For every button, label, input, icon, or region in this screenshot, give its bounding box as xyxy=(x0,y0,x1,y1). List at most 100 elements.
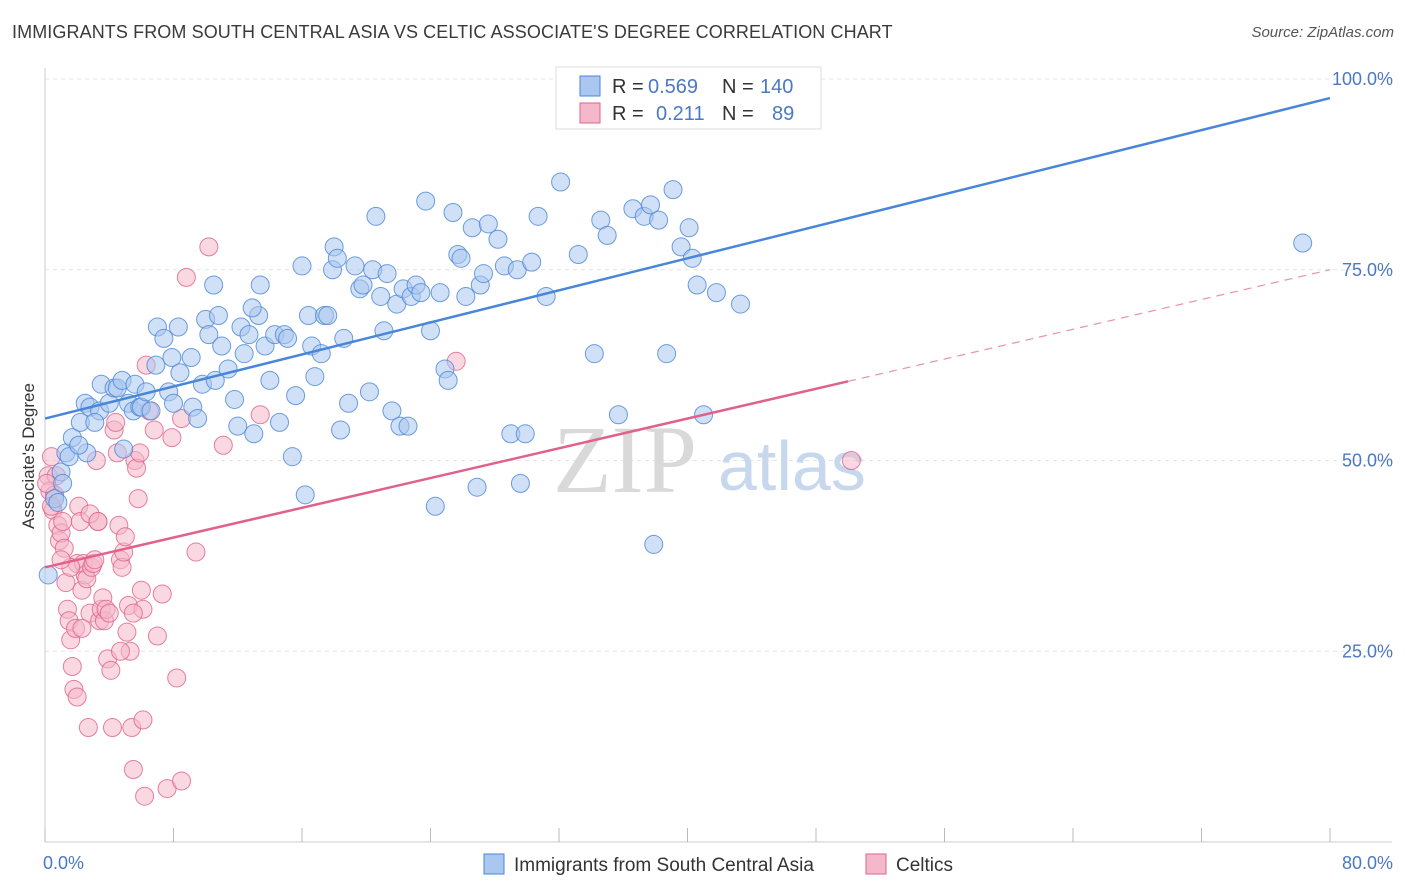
blue-point-25 xyxy=(154,328,174,348)
legend: R = 0.569 N = 140 R = 0.211 N = 89 xyxy=(555,66,822,130)
blue-point-108 xyxy=(510,473,530,493)
bottom-legend-label-pink: Celtics xyxy=(896,855,953,876)
blue-point-80 xyxy=(377,264,397,284)
chart-title: IMMIGRANTS FROM SOUTH CENTRAL ASIA VS CE… xyxy=(12,22,893,42)
blue-point-39 xyxy=(208,306,228,326)
pink-point-82 xyxy=(88,512,108,532)
pink-point-68 xyxy=(167,668,187,688)
blue-point-62 xyxy=(305,367,325,387)
blue-point-85 xyxy=(398,416,418,436)
blue-point-89 xyxy=(416,191,436,211)
blue-point-103 xyxy=(478,214,498,234)
pink-point-56 xyxy=(128,489,148,509)
pink-point-25 xyxy=(78,718,98,738)
blue-point-71 xyxy=(339,393,359,413)
blue-point-111 xyxy=(528,206,548,226)
legend-r-value-pink: 0.211 xyxy=(656,103,705,125)
south-central-asia-points xyxy=(38,172,1313,585)
blue-point-110 xyxy=(522,252,542,272)
blue-point-75 xyxy=(359,382,379,402)
blue-point-139 xyxy=(242,298,262,318)
pink-point-71 xyxy=(186,542,206,562)
pink-point-86 xyxy=(172,771,192,791)
pink-point-53 xyxy=(123,760,143,780)
blue-point-65 xyxy=(318,306,338,326)
blue-point-1 xyxy=(48,492,68,512)
pink-point-76 xyxy=(841,451,861,470)
legend-swatch-blue xyxy=(579,75,601,97)
grid xyxy=(45,78,1392,652)
pink-point-9 xyxy=(53,512,73,532)
pink-point-64 xyxy=(147,626,167,646)
bottom-legend-label-blue: Immigrants from South Central Asia xyxy=(514,855,814,876)
pink-point-83 xyxy=(110,641,130,661)
blue-point-56 xyxy=(282,447,302,467)
blue-point-22 xyxy=(141,401,161,421)
y-tick-label-1: 50.0% xyxy=(1342,451,1393,471)
blue-point-95 xyxy=(443,203,463,223)
blue-point-94 xyxy=(438,370,458,390)
blue-point-127 xyxy=(679,218,699,238)
blue-point-109 xyxy=(515,424,535,444)
watermark-atlas: atlas xyxy=(718,427,866,505)
blue-point-88 xyxy=(411,283,431,303)
y-axis-label: Associate's Degree xyxy=(19,383,38,529)
trend-lines xyxy=(44,96,1331,569)
blue-point-81 xyxy=(382,401,402,421)
x-tick-label-1: 80.0% xyxy=(1342,853,1393,873)
blue-point-117 xyxy=(597,225,617,245)
blue-point-78 xyxy=(371,286,391,306)
blue-point-51 xyxy=(260,370,280,390)
blue-point-126 xyxy=(671,237,691,257)
blue-point-28 xyxy=(164,393,183,413)
blue-point-30 xyxy=(170,363,190,383)
blue-point-46 xyxy=(239,325,259,345)
blue-point-134 xyxy=(38,565,58,585)
pink-point-65 xyxy=(152,584,172,604)
pink-point-72 xyxy=(199,237,219,257)
blue-point-137 xyxy=(85,412,105,432)
blue-point-27 xyxy=(162,347,182,367)
blue-point-131 xyxy=(706,283,726,303)
blue-point-125 xyxy=(663,180,683,200)
blue-point-92 xyxy=(430,283,450,303)
blue-point-57 xyxy=(286,386,306,406)
blue-point-112 xyxy=(536,286,556,306)
blue-point-49 xyxy=(250,275,270,295)
blue-point-98 xyxy=(456,286,476,306)
legend-r-value-blue: 0.569 xyxy=(648,76,698,98)
blue-point-47 xyxy=(244,424,264,444)
blue-point-104 xyxy=(488,229,508,249)
pink-point-49 xyxy=(117,622,137,642)
blue-point-37 xyxy=(204,275,224,295)
x-tick-labels: 0.0% 80.0% xyxy=(43,853,1393,873)
blue-point-136 xyxy=(69,435,89,455)
blue-point-33 xyxy=(188,409,208,429)
blue-point-115 xyxy=(584,344,604,364)
blue-point-42 xyxy=(225,389,245,409)
pink-point-88 xyxy=(72,618,92,638)
blue-point-100 xyxy=(467,477,487,497)
blue-point-133 xyxy=(1293,233,1313,253)
trend-line-blue xyxy=(44,96,1331,420)
blue-point-124 xyxy=(657,344,677,364)
blue-point-135 xyxy=(53,473,73,493)
blue-point-97 xyxy=(451,248,471,268)
blue-point-99 xyxy=(462,218,482,238)
blue-point-16 xyxy=(114,439,134,459)
legend-swatch-pink xyxy=(579,102,601,124)
pink-point-84 xyxy=(123,603,143,623)
blue-point-40 xyxy=(212,336,232,356)
blue-point-36 xyxy=(199,325,219,345)
blue-point-132 xyxy=(731,294,751,314)
blue-point-68 xyxy=(327,248,347,268)
blue-point-118 xyxy=(608,405,628,425)
blue-point-43 xyxy=(228,416,248,436)
blue-point-113 xyxy=(551,172,571,192)
blue-point-122 xyxy=(644,534,664,554)
blue-point-102 xyxy=(474,264,494,284)
pink-point-48 xyxy=(115,527,135,547)
pink-point-39 xyxy=(101,660,121,680)
legend-n-label-blue: N = xyxy=(722,76,754,98)
